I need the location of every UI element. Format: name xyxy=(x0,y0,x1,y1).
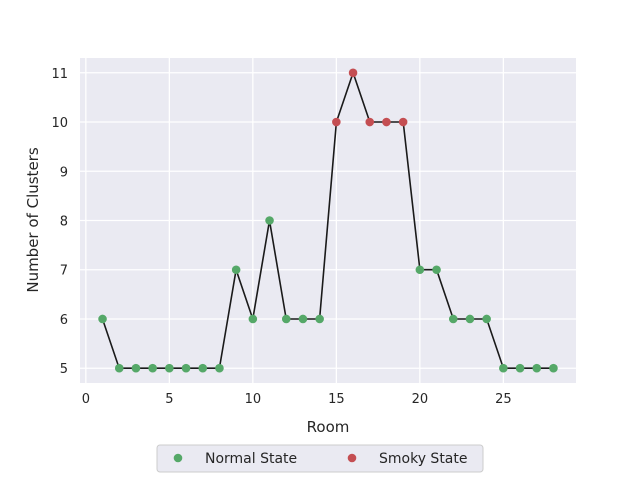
y-axis-label: Number of Clusters xyxy=(24,147,42,292)
normal-state-point xyxy=(465,314,475,324)
normal-state-point xyxy=(298,314,308,324)
x-tick-label: 20 xyxy=(412,392,429,407)
y-tick-label: 8 xyxy=(60,215,68,230)
normal-state-point xyxy=(499,363,508,373)
y-tick-label: 5 xyxy=(60,362,68,377)
series-line xyxy=(101,70,554,370)
normal-state-point xyxy=(265,216,274,225)
smoky-state-point xyxy=(382,117,391,127)
normal-state-point xyxy=(98,314,107,324)
legend-box xyxy=(156,444,484,473)
normal-state-point xyxy=(114,363,124,373)
normal-state-point xyxy=(148,363,157,373)
smoky-state-point xyxy=(398,117,408,127)
normal-state-point xyxy=(231,265,241,275)
normal-state-point xyxy=(281,314,291,324)
normal-state-point xyxy=(515,363,525,373)
normal-state-point xyxy=(532,363,542,373)
normal-state-point xyxy=(448,314,458,324)
x-tick-label: 15 xyxy=(328,392,345,407)
y-tick-labels: 5 6 7 8 9 10 11 xyxy=(51,67,68,377)
y-tick-label: 11 xyxy=(51,67,68,82)
normal-state-point xyxy=(131,363,141,373)
x-tick-label: 10 xyxy=(245,392,262,407)
smoky-state-point xyxy=(348,68,358,78)
smoky-state-point xyxy=(365,117,375,127)
legend: Normal State Smoky State xyxy=(156,444,484,473)
normal-state-point xyxy=(215,363,224,373)
legend-marker xyxy=(173,453,183,463)
x-tick-label: 25 xyxy=(495,392,512,407)
x-tick-label: 0 xyxy=(82,392,90,407)
y-tick-label: 6 xyxy=(60,313,68,328)
data-points xyxy=(98,68,558,373)
y-tick-label: 10 xyxy=(51,116,68,131)
normal-state-point xyxy=(415,265,425,275)
normal-state-point xyxy=(198,363,208,373)
legend-label: Normal State xyxy=(205,451,297,467)
smoky-state-point xyxy=(332,117,341,127)
normal-state-point xyxy=(315,314,324,324)
data-line xyxy=(101,70,554,370)
normal-state-point xyxy=(549,363,558,373)
legend-marker xyxy=(347,453,357,463)
legend-label: Smoky State xyxy=(379,451,468,467)
normal-state-point xyxy=(248,314,258,324)
normal-state-point xyxy=(482,314,491,324)
x-tick-label: 5 xyxy=(165,392,173,407)
x-tick-labels: 0 5 10 15 20 25 xyxy=(82,392,512,407)
normal-state-point xyxy=(432,265,441,275)
x-axis-label: Room xyxy=(307,418,350,436)
normal-state-point xyxy=(181,363,191,373)
normal-state-point xyxy=(165,363,174,373)
y-tick-label: 7 xyxy=(60,264,68,279)
y-tick-label: 9 xyxy=(60,165,68,180)
